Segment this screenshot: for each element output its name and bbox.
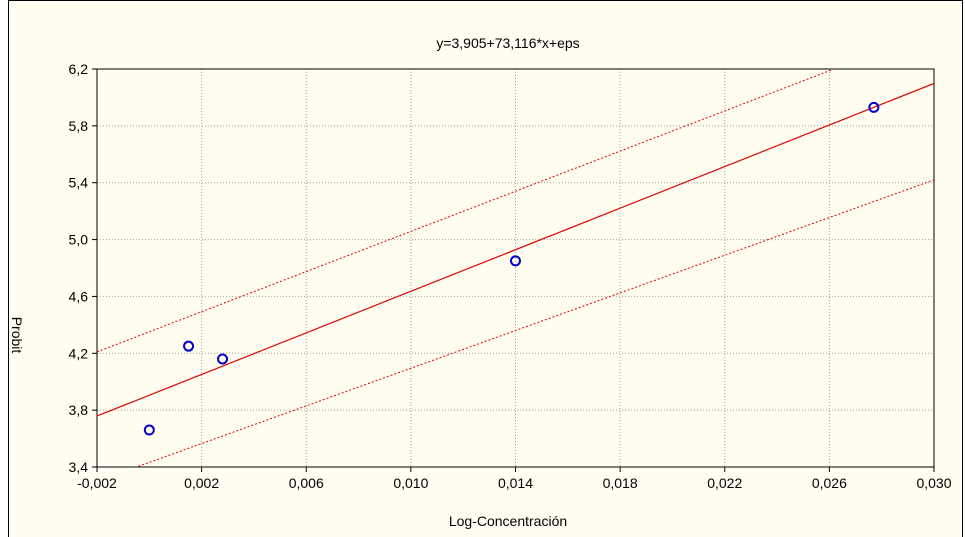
chart-frame	[8, 0, 963, 537]
y-tick-label: 3,8	[69, 402, 89, 418]
y-axis-ticks: 3,4 3,8 4,2 4,6 5,0 5,4 5,8 6,2	[69, 61, 97, 475]
y-tick-label: 3,4	[69, 459, 89, 475]
x-tick-label: 0,026	[812, 475, 847, 491]
x-axis-title: Log-Concentración	[449, 513, 567, 529]
y-tick-label: 4,6	[69, 288, 89, 304]
x-tick-label: 0,006	[289, 475, 324, 491]
x-tick-label: 0,018	[603, 475, 638, 491]
x-tick-label: 0,014	[498, 475, 533, 491]
data-point	[868, 101, 880, 113]
y-axis-title: Probit	[9, 317, 25, 354]
y-tick-label: 5,4	[69, 175, 89, 191]
data-point	[143, 424, 155, 436]
x-tick-label: -0,002	[77, 475, 117, 491]
confidence-band	[97, 69, 934, 467]
x-tick-label: 0,022	[707, 475, 742, 491]
data-point	[217, 353, 229, 365]
y-tick-label: 5,0	[69, 232, 89, 248]
upper-confidence-line	[97, 69, 836, 353]
lower-confidence-line	[135, 179, 934, 467]
x-tick-label: 0,002	[184, 475, 219, 491]
y-tick-label: 4,2	[69, 345, 89, 361]
regression-line	[97, 82, 934, 417]
y-tick-label: 6,2	[69, 61, 89, 77]
chart-title: y=3,905+73,116*x+eps	[436, 35, 579, 51]
fit-line	[97, 82, 934, 417]
x-axis-ticks: -0,002 0,002 0,006 0,010 0,014 0,018 0,022 0,02…	[77, 467, 952, 491]
x-tick-label: 0,030	[916, 475, 951, 491]
data-point	[183, 340, 195, 352]
x-tick-label: 0,010	[393, 475, 428, 491]
data-point	[510, 255, 521, 267]
data-points	[143, 101, 880, 436]
grid	[97, 69, 934, 467]
y-tick-label: 5,8	[69, 118, 89, 134]
